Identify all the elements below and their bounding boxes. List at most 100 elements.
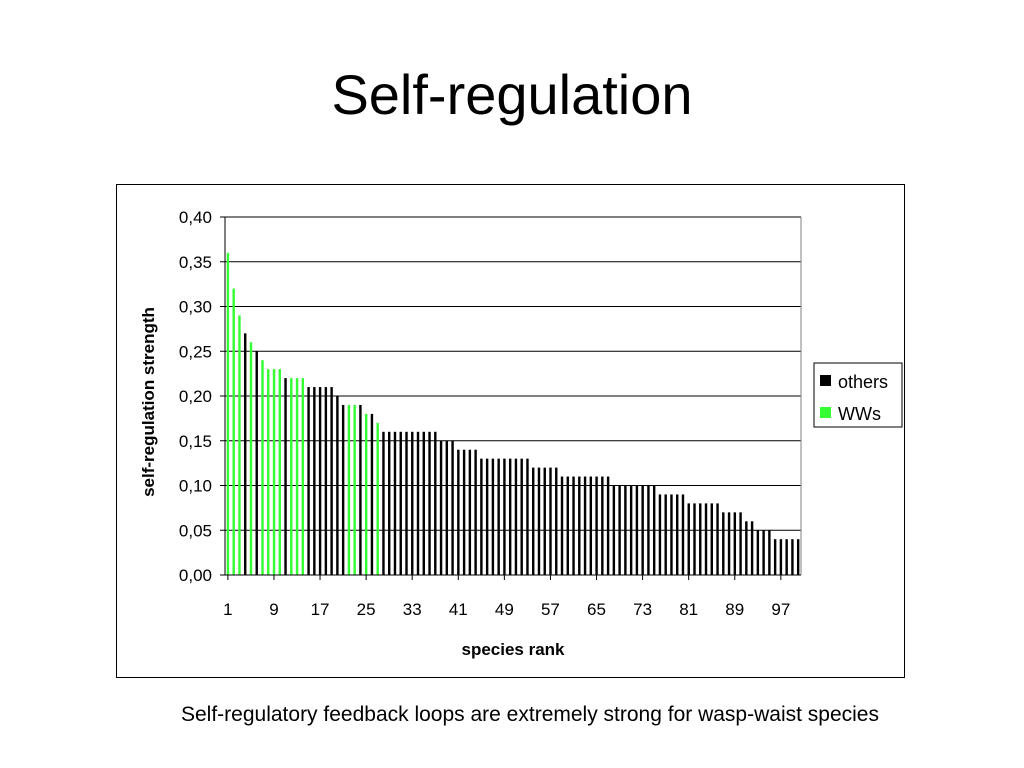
bar <box>664 494 667 575</box>
bar <box>318 387 322 575</box>
legend-swatch-others <box>820 375 831 386</box>
bar <box>416 431 420 575</box>
bar <box>722 512 725 575</box>
bar <box>532 467 535 575</box>
y-tick-label: 0,00 <box>179 566 212 585</box>
slide-title: Self-regulation <box>331 63 693 126</box>
bar <box>439 440 443 575</box>
bar <box>261 360 264 575</box>
bar <box>750 521 754 575</box>
bar <box>635 485 639 575</box>
x-tick-label: 65 <box>587 600 606 619</box>
bar <box>624 485 627 575</box>
y-tick-label: 0,20 <box>179 387 212 406</box>
bar <box>244 333 247 575</box>
bar <box>324 387 328 575</box>
bar <box>658 494 662 575</box>
bar <box>606 476 610 575</box>
bar <box>347 404 351 575</box>
bar <box>595 476 598 575</box>
bar <box>508 458 512 575</box>
bar <box>566 476 569 575</box>
x-tick-label: 49 <box>495 600 514 619</box>
legend-swatch-wws <box>820 407 831 418</box>
legend: others WWs <box>813 362 903 428</box>
bar <box>451 440 454 575</box>
bar <box>301 378 305 575</box>
y-tick-label: 0,15 <box>179 432 212 451</box>
x-tick-label: 9 <box>269 600 278 619</box>
bar <box>295 378 299 575</box>
bar <box>370 413 374 575</box>
bar <box>773 539 777 575</box>
bar <box>578 476 581 575</box>
bar <box>405 431 408 575</box>
bar <box>589 476 593 575</box>
bar <box>670 494 673 575</box>
bar <box>485 458 489 575</box>
y-axis-label: self-regulation strength <box>139 307 158 497</box>
bar <box>359 404 362 575</box>
bar <box>768 530 771 575</box>
bar <box>457 449 460 575</box>
bar <box>388 431 391 575</box>
x-tick-label: 41 <box>449 600 468 619</box>
x-tick-label: 97 <box>771 600 790 619</box>
bar <box>480 458 483 575</box>
slide-caption: Self-regulatory feedback loops are extre… <box>181 703 879 726</box>
y-tick-label: 0,35 <box>179 253 212 272</box>
x-tick-labels: 1 9 17 25 33 41 49 57 65 73 81 89 97 <box>223 600 790 619</box>
bar <box>399 431 402 575</box>
x-tick-label: 89 <box>725 600 744 619</box>
bar <box>549 467 552 575</box>
bar <box>526 458 529 575</box>
bar <box>462 449 466 575</box>
bar <box>249 342 253 575</box>
bar <box>612 485 616 575</box>
bar <box>341 404 345 575</box>
bar <box>428 431 431 575</box>
bar <box>572 476 575 575</box>
bar <box>514 458 518 575</box>
bar <box>647 485 650 575</box>
gridlines <box>225 216 802 575</box>
x-tick-label: 1 <box>223 600 232 619</box>
bar <box>745 521 748 575</box>
legend-label-others: others <box>838 372 888 392</box>
bar <box>681 494 685 575</box>
bar <box>330 387 333 575</box>
bar <box>336 396 339 575</box>
bar <box>583 476 587 575</box>
y-tick-label: 0,40 <box>179 208 212 227</box>
bar <box>382 431 385 575</box>
x-tick-label: 81 <box>679 600 698 619</box>
bar <box>255 351 258 575</box>
bar <box>364 413 368 575</box>
bar <box>693 503 696 575</box>
bar <box>445 440 449 575</box>
bar <box>676 494 679 575</box>
x-tick-label: 57 <box>541 600 560 619</box>
bar <box>284 378 287 575</box>
bar <box>543 467 546 575</box>
bar <box>520 458 523 575</box>
bar <box>474 449 477 575</box>
bar <box>491 458 495 575</box>
bar <box>716 503 719 575</box>
bar <box>272 369 276 575</box>
bar <box>307 387 310 575</box>
bar <box>687 503 690 575</box>
bar <box>238 315 241 575</box>
bar <box>629 485 633 575</box>
bar <box>704 503 708 575</box>
bar <box>290 378 293 575</box>
bar <box>376 422 379 575</box>
bars <box>226 252 800 576</box>
y-tick-label: 0,10 <box>179 477 212 496</box>
x-tick-label: 33 <box>403 600 422 619</box>
bar <box>468 449 472 575</box>
bar <box>727 512 731 575</box>
y-tick-label: 0,05 <box>179 521 212 540</box>
bar <box>699 503 702 575</box>
